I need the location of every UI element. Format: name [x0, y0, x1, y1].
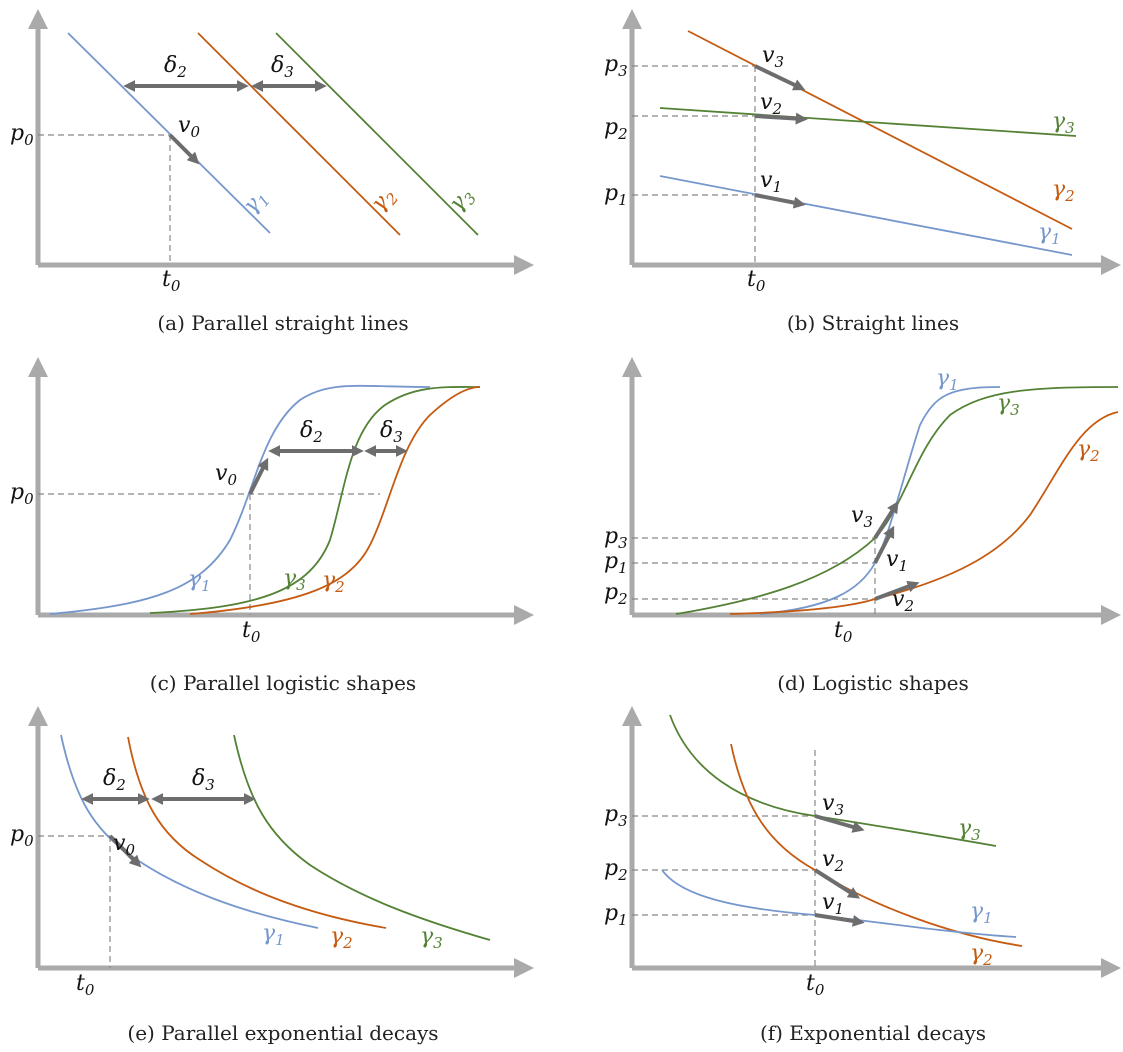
gamma2-label: γ2	[1077, 437, 1100, 465]
gamma2-curve	[729, 411, 1119, 615]
gamma1-label: γ1	[936, 366, 959, 394]
t0-label: t0	[242, 618, 261, 646]
caption-f: (f) Exponential decays	[760, 1021, 986, 1045]
t0-label: t0	[834, 618, 853, 646]
caption-d: (d) Logistic shapes	[777, 671, 969, 695]
gamma1-curve	[759, 386, 1001, 615]
gamma2-label: γ2	[322, 568, 345, 596]
p3-label: p3	[604, 802, 628, 830]
p1-label: p1	[604, 181, 628, 209]
t0-label: t0	[806, 971, 825, 999]
v0-arrow	[168, 133, 200, 165]
t0-label: t0	[162, 267, 181, 295]
p2-label: p2	[604, 580, 628, 608]
v0-label: v0	[178, 113, 200, 141]
gamma2-curve	[127, 736, 387, 929]
t0-label: t0	[76, 971, 95, 999]
gamma3-curve	[675, 386, 1119, 615]
gamma2-curve	[189, 386, 481, 615]
caption-e: (e) Parallel exponential decays	[127, 1021, 438, 1045]
v3-label: v3	[822, 791, 844, 819]
v0-arrow	[248, 457, 269, 495]
p1-label: p1	[604, 901, 628, 929]
v2-arrow	[874, 580, 920, 601]
p0-label: p0	[10, 822, 34, 850]
gamma3-label: γ3	[958, 816, 981, 844]
gamma1-label: γ1	[970, 899, 993, 927]
gamma2-label: γ2	[366, 183, 402, 218]
p2-label: p2	[604, 115, 628, 143]
gamma3-label: γ3	[420, 924, 443, 952]
delta2-label: δ2	[300, 418, 323, 446]
v1-label: v1	[886, 547, 908, 575]
p3-label: p3	[604, 524, 628, 552]
gamma3-label: γ3	[283, 566, 306, 594]
gamma3-label: γ3	[444, 183, 480, 218]
v3-arrow	[814, 814, 865, 833]
delta2-label: δ2	[103, 766, 126, 794]
v3-arrow	[873, 500, 899, 540]
panel-f: v3 v2 v1 p3 p2 p1 t0 γ3 γ1 γ2 (f) Expone…	[604, 706, 1121, 1045]
delta3-label: δ3	[192, 766, 215, 794]
v3-arrow	[754, 64, 806, 91]
caption-c: (c) Parallel logistic shapes	[150, 671, 416, 695]
p2-label: p2	[604, 856, 628, 884]
v1-arrow	[814, 913, 865, 927]
v3-label: v3	[851, 503, 873, 531]
gamma3-curve	[233, 734, 491, 941]
gamma3-curve	[669, 714, 997, 847]
gamma3-curve	[149, 386, 481, 614]
panel-a: δ2 δ3 v0 p0 t0 γ1 γ2 γ3 (a) Parallel str…	[10, 9, 534, 335]
gamma3-curve	[275, 32, 479, 236]
v1-label: v1	[760, 168, 782, 196]
gamma3-curve	[659, 107, 1077, 137]
delta3-label: δ3	[271, 53, 294, 81]
gamma2-curve	[197, 32, 401, 236]
caption-a: (a) Parallel straight lines	[157, 311, 408, 335]
p1-label: p1	[604, 549, 628, 577]
v2-arrow	[754, 112, 808, 125]
v2-label: v2	[892, 587, 914, 615]
v1-label: v1	[822, 890, 844, 918]
panel-c: δ2 δ3 v0 p0 t0 γ1 γ3 γ2 (c) Parallel log…	[10, 357, 534, 695]
gamma2-label: γ2	[330, 924, 353, 952]
gamma1-curve	[49, 384, 431, 615]
panel-d: v3 v1 v2 p3 p1 p2 t0 γ1 γ3 γ2 (d) Logist…	[604, 357, 1121, 695]
v0-label: v0	[113, 831, 135, 859]
gamma1-label: γ1	[262, 921, 285, 949]
gamma1-curve	[659, 175, 1073, 256]
gamma1-curve	[67, 32, 271, 234]
delta2-label: δ2	[164, 53, 187, 81]
gamma2-label: γ2	[970, 941, 993, 969]
v3-label: v3	[762, 43, 784, 71]
gamma3-label: γ3	[1052, 109, 1075, 137]
gamma1-label: γ1	[238, 185, 274, 220]
gamma1-label: γ1	[188, 567, 211, 595]
v2-label: v2	[822, 847, 844, 875]
v1-arrow	[873, 525, 895, 564]
panel-b: v3 v2 v1 p3 p2 p1 t0 γ3 γ2 γ1 (b) Straig…	[604, 9, 1121, 335]
gamma3-label: γ3	[997, 391, 1020, 419]
p0-label: p0	[10, 480, 34, 508]
v0-label: v0	[215, 461, 237, 489]
t0-label: t0	[747, 267, 766, 295]
v2-arrow	[813, 868, 861, 899]
p3-label: p3	[604, 52, 628, 80]
p0-label: p0	[10, 121, 34, 149]
gamma2-curve	[687, 30, 1073, 230]
gamma1-label: γ1	[1038, 220, 1061, 248]
panel-e: δ2 δ3 v0 p0 t0 γ1 γ2 γ3 (e) Parallel exp…	[10, 706, 534, 1045]
v2-label: v2	[760, 90, 782, 118]
delta3-label: δ3	[380, 418, 403, 446]
v1-arrow	[754, 193, 806, 209]
v0-arrow	[108, 834, 142, 868]
gamma2-label: γ2	[1052, 177, 1075, 205]
caption-b: (b) Straight lines	[787, 311, 959, 335]
